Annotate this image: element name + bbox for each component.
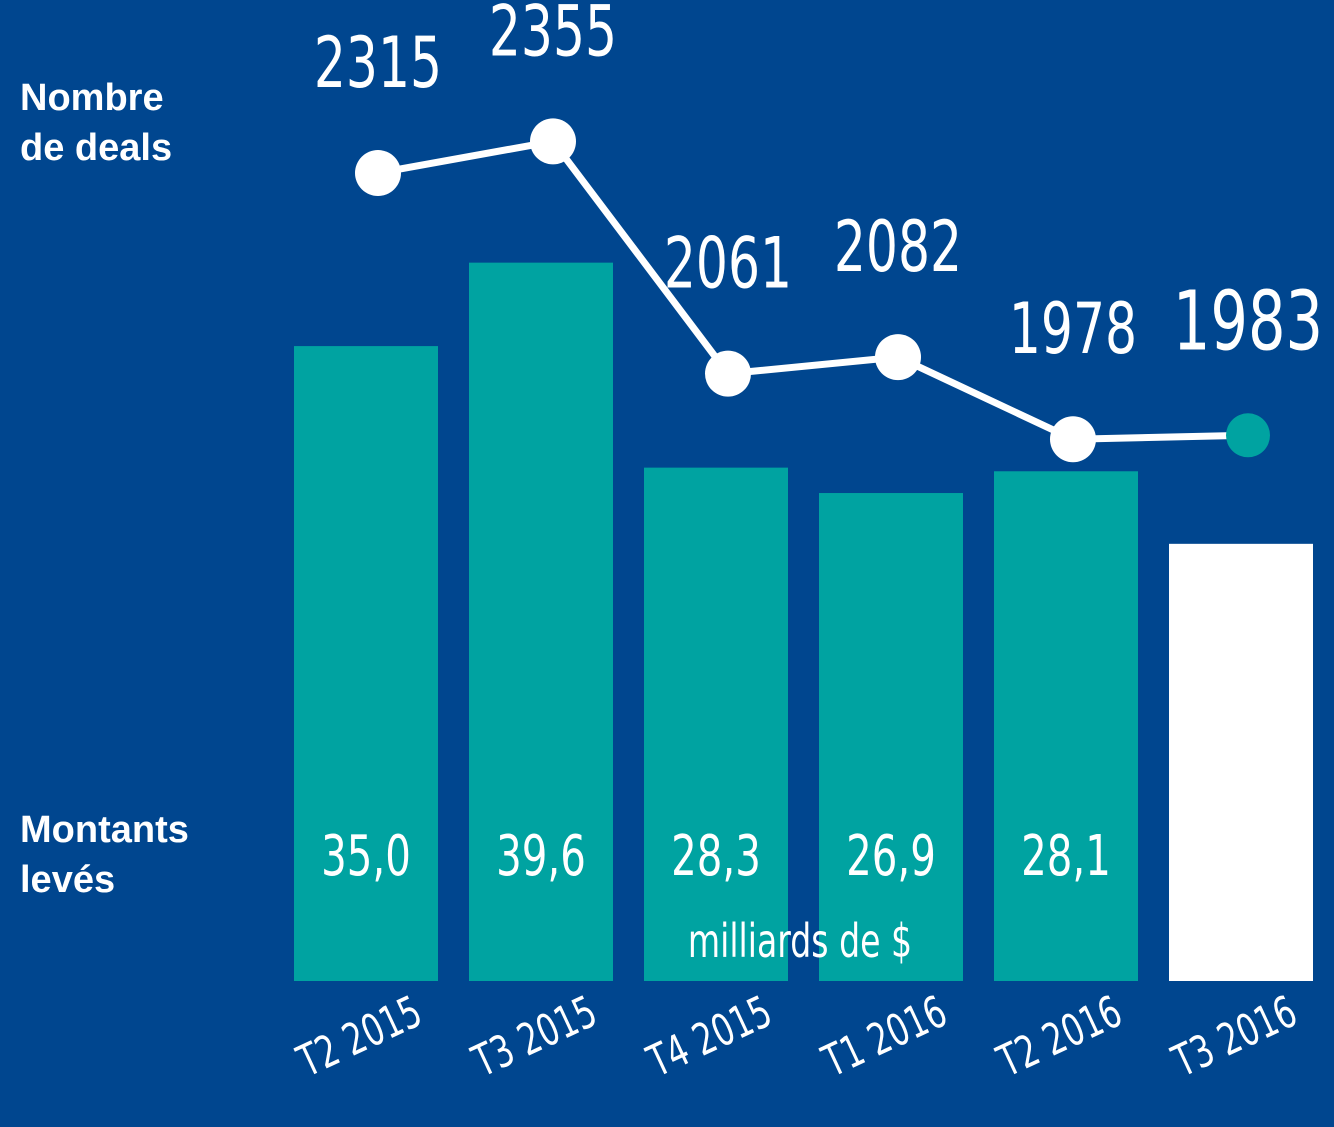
bar-value-label-1: 35,0	[321, 823, 411, 888]
deals-point-3	[705, 350, 751, 397]
bar-2	[469, 262, 613, 981]
deals-value-label-2: 2355	[489, 0, 617, 73]
bar-value-label-2: 39,6	[496, 823, 586, 888]
deals-point-4	[875, 334, 921, 381]
bar-3	[644, 467, 788, 981]
bar-value-label-5: 28,1	[1021, 823, 1111, 888]
bar-5	[994, 471, 1138, 981]
bar-value-label-6: 24,1	[1190, 816, 1293, 891]
deals-point-1	[355, 150, 401, 196]
bar-6	[1169, 543, 1313, 981]
deals-value-label-5: 1978	[1009, 289, 1137, 370]
deals-point-2	[530, 118, 576, 165]
deals-value-label-1: 2315	[314, 23, 442, 104]
deals-value-label-4: 2082	[834, 207, 962, 288]
deals-line	[377, 137, 1249, 443]
bar-value-label-3: 28,3	[671, 823, 761, 888]
line-series: 2315 2355 2061 2082 1978 1983	[314, 0, 1323, 463]
deals-point-6	[1226, 413, 1270, 458]
bar-4	[819, 493, 963, 981]
deals-label-line2: de deals	[20, 127, 172, 169]
deals-point-5	[1050, 416, 1096, 463]
deals-value-label-6: 1983	[1173, 274, 1323, 369]
bar-group: 35,0 39,6 28,3 26,9 28,1 24,1	[294, 262, 1313, 982]
amounts-label-line1: Montants	[20, 809, 189, 851]
bar-1	[294, 346, 438, 982]
unit-label: milliards de $	[688, 916, 912, 969]
deals-value-label-3: 2061	[664, 223, 792, 304]
amounts-label-line2: levés	[20, 859, 115, 901]
deals-label-line1: Nombre	[20, 77, 164, 119]
bar-value-label-4: 26,9	[846, 823, 936, 888]
